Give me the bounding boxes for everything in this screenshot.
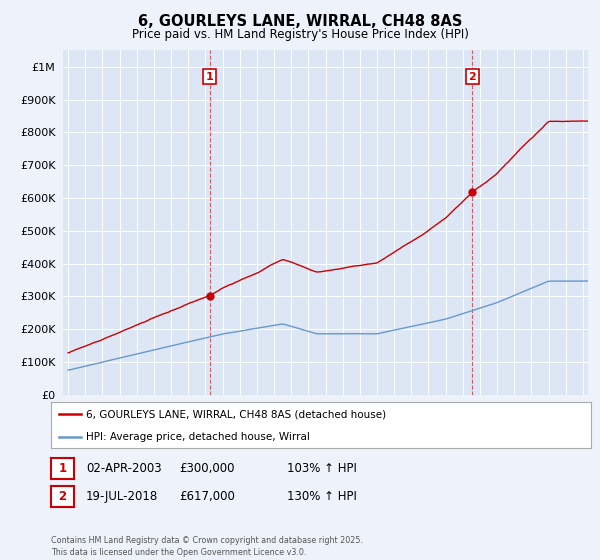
Text: 2: 2 [469,72,476,82]
Text: 6, GOURLEYS LANE, WIRRAL, CH48 8AS (detached house): 6, GOURLEYS LANE, WIRRAL, CH48 8AS (deta… [86,409,386,419]
Text: HPI: Average price, detached house, Wirral: HPI: Average price, detached house, Wirr… [86,432,310,441]
Text: Contains HM Land Registry data © Crown copyright and database right 2025.
This d: Contains HM Land Registry data © Crown c… [51,536,363,557]
Text: £300,000: £300,000 [179,462,234,475]
Text: 02-APR-2003: 02-APR-2003 [86,462,161,475]
Text: 19-JUL-2018: 19-JUL-2018 [86,490,158,503]
Text: 103% ↑ HPI: 103% ↑ HPI [287,462,356,475]
Text: £617,000: £617,000 [179,490,235,503]
Text: 1: 1 [58,462,67,475]
Text: 1: 1 [206,72,214,82]
Text: 130% ↑ HPI: 130% ↑ HPI [287,490,356,503]
Text: Price paid vs. HM Land Registry's House Price Index (HPI): Price paid vs. HM Land Registry's House … [131,28,469,41]
Text: 6, GOURLEYS LANE, WIRRAL, CH48 8AS: 6, GOURLEYS LANE, WIRRAL, CH48 8AS [138,14,462,29]
Text: 2: 2 [58,490,67,503]
